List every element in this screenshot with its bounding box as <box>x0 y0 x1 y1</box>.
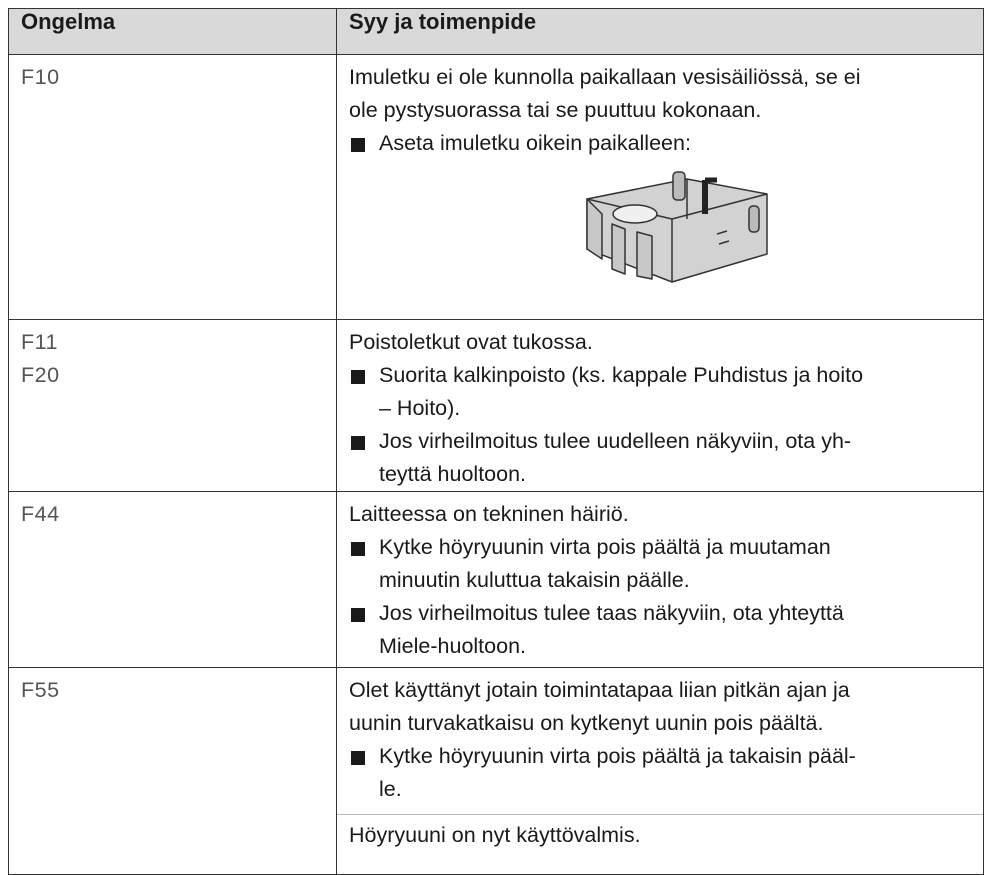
text-line: Laitteessa on tekninen häiriö. <box>349 502 629 526</box>
bullet-item: Kytke höyryuunin virta pois päältä ja ta… <box>349 740 971 806</box>
text-line: minuutin kuluttua takaisin päälle. <box>379 568 690 592</box>
error-code: F55 <box>21 678 60 702</box>
text-line: Jos virheilmoitus tulee uudelleen näkyvi… <box>379 429 852 453</box>
text-line: Höyryuuni on nyt käyttövalmis. <box>349 823 641 847</box>
remedy-cell: Poistoletkut ovat tukossa. Suorita kalkin… <box>336 319 984 492</box>
bullet-item: Jos virheilmoitus tulee taas näkyviin, o… <box>349 597 971 663</box>
error-code-cell: F55 <box>8 667 337 875</box>
text-line: Poistoletkut ovat tukossa. <box>349 330 593 354</box>
text-line: – Hoito). <box>379 396 461 420</box>
bullet-item: Aseta imuletku oikein paikalleen: <box>349 127 971 160</box>
error-code-cell: F10 <box>8 54 337 320</box>
bullet-item: Jos virheilmoitus tulee uudelleen näkyvi… <box>349 425 971 491</box>
error-code: F11 <box>21 330 58 354</box>
text-line: teyttä huoltoon. <box>379 462 527 486</box>
troubleshooting-table: Ongelma Syy ja toimenpide F10 Imuletku ei… <box>8 8 984 875</box>
text-line: Kytke höyryuunin virta pois päältä ja ta… <box>379 744 856 768</box>
text-line: le. <box>379 777 402 801</box>
error-code: F44 <box>21 502 60 526</box>
header-cell: Syy ja toimenpide <box>336 8 984 55</box>
text-line: Kytke höyryuunin virta pois päältä ja mu… <box>379 535 831 559</box>
document: Ongelma Syy ja toimenpide F10 Imuletku ei… <box>8 8 984 875</box>
text-line: Aseta imuletku oikein paikalleen: <box>379 131 691 155</box>
table-row: F44 Laitteessa on tekninen häiriö. Kytke h… <box>8 491 984 668</box>
table-row: F11 F20 Poistoletkut ovat tukossa. Suorita … <box>8 319 984 492</box>
error-code: F10 <box>21 65 60 89</box>
table-row: F55 Olet käyttänyt jotain toimintatapaa l… <box>8 667 984 875</box>
bullet-item: Suorita kalkinpoisto (ks. kappale Puhdis… <box>349 359 971 425</box>
text-line: uunin turvakatkaisu on kytkenyt uunin po… <box>349 711 824 735</box>
remedy-cell: Laitteessa on tekninen häiriö. Kytke höyr… <box>336 491 984 668</box>
text-line: Suorita kalkinpoisto (ks. kappale Puhdis… <box>379 363 864 387</box>
paragraph: Poistoletkut ovat tukossa. <box>349 326 971 359</box>
water-container-illustration <box>586 171 768 283</box>
table-row: F10 Imuletku ei ole kunnolla paikallaan v… <box>8 54 984 320</box>
error-code-cell: F11 F20 <box>8 319 337 492</box>
header-cell: Ongelma <box>8 8 337 55</box>
error-code-cell: F44 <box>8 491 337 668</box>
paragraph: Laitteessa on tekninen häiriö. <box>349 498 971 531</box>
remedy-cell: Olet käyttänyt jotain toimintatapaa liia… <box>336 667 984 875</box>
text-line: Jos virheilmoitus tulee taas näkyviin, o… <box>379 601 844 625</box>
text-line: Miele-huoltoon. <box>379 634 527 658</box>
text-line: Olet käyttänyt jotain toimintatapaa liia… <box>349 678 850 702</box>
paragraph: Olet käyttänyt jotain toimintatapaa liia… <box>349 674 971 740</box>
bullet-item: Kytke höyryuunin virta pois päältä ja mu… <box>349 531 971 597</box>
remedy-cell: Imuletku ei ole kunnolla paikallaan vesi… <box>336 54 984 320</box>
paragraph: Höyryuuni on nyt käyttövalmis. <box>337 814 983 852</box>
text-line: ole pystysuorassa tai se puuttuu kokonaa… <box>349 98 762 122</box>
paragraph: Imuletku ei ole kunnolla paikallaan vesi… <box>349 61 971 127</box>
error-code: F20 <box>21 363 60 387</box>
header-row: Ongelma Syy ja toimenpide <box>8 8 984 55</box>
text-line: Imuletku ei ole kunnolla paikallaan vesi… <box>349 65 861 89</box>
table-body: F10 Imuletku ei ole kunnolla paikallaan v… <box>8 54 984 875</box>
